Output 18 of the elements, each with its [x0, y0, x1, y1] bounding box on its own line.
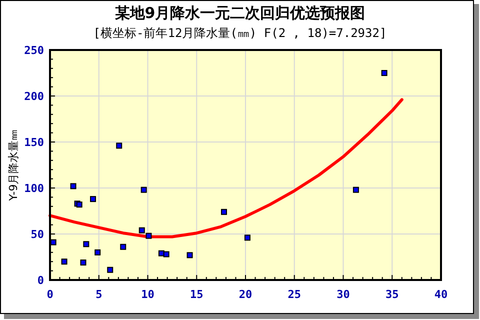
x-tick-label: 40: [434, 288, 448, 301]
y-axis-title: Y-9月降水量㎜: [7, 129, 20, 202]
y-tick-label: 0: [37, 274, 44, 287]
y-tick-label: 100: [24, 182, 44, 195]
x-tick-label: 15: [190, 288, 204, 301]
y-tick-label: 50: [30, 228, 44, 241]
x-tick-label: 35: [386, 288, 399, 301]
x-tick-label: 5: [96, 288, 102, 301]
y-tick-label: 150: [24, 136, 44, 149]
x-tick-label: 20: [238, 288, 252, 301]
x-tick-label: 0: [46, 288, 54, 301]
x-tick-label: 30: [336, 288, 350, 301]
y-tick-label: 250: [24, 44, 44, 57]
x-tick-label: 10: [141, 288, 154, 301]
chart-subtitle: [横坐标-前年12月降水量(㎜) F(2 , 18)=7.2932]: [93, 26, 387, 40]
chart-title: 某地9月降水一元二次回归优选预报图: [114, 4, 366, 22]
y-tick-label: 200: [24, 90, 44, 103]
x-tick-label: 25: [288, 288, 301, 301]
